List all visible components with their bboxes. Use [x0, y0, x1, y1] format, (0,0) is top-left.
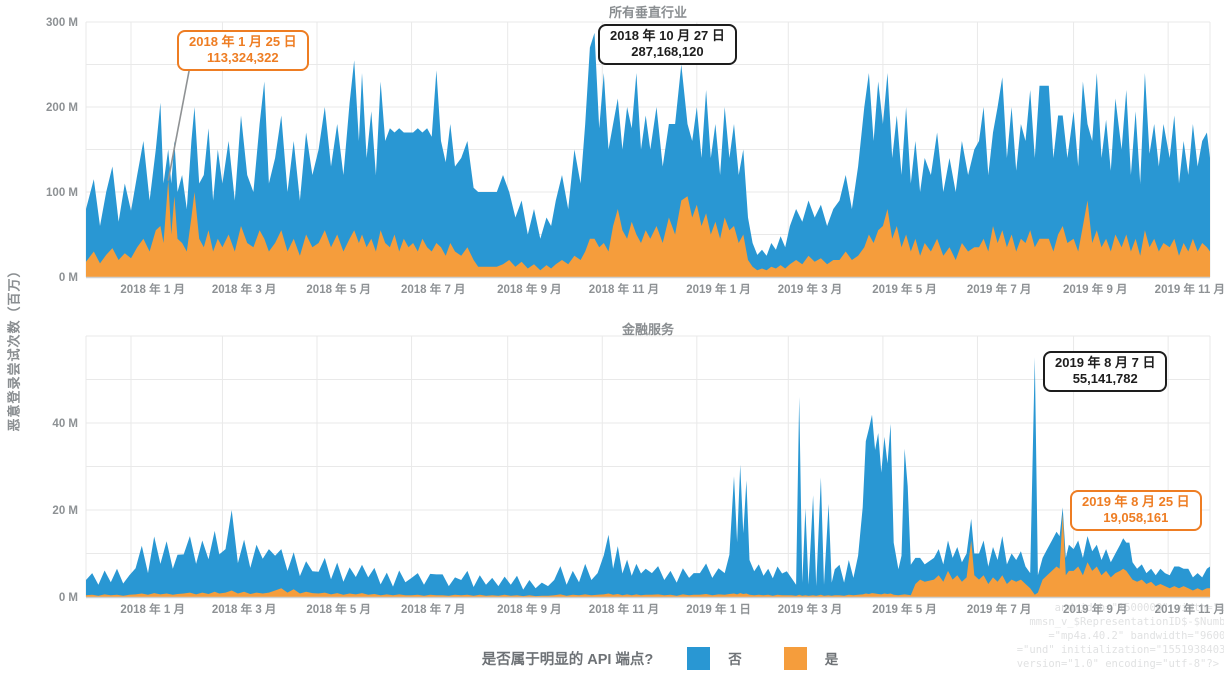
x-tick-label: 2018 年 7 月 [401, 602, 466, 616]
x-tick-label: 2019 年 7 月 [967, 602, 1032, 616]
x-tick-label: 2019 年 3 月 [778, 282, 843, 296]
legend-swatch-blue[interactable] [687, 646, 711, 670]
watermark-line: version="1.0" encoding="utf-8"?> <M [1016, 658, 1224, 670]
x-tick-label: 2018 年 5 月 [306, 602, 371, 616]
tooltip-callout-2019-08-07: 2019 年 8 月 7 日 55,141,782 [1043, 351, 1168, 392]
tooltip-value: 19,058,161 [1103, 510, 1169, 525]
tooltip-date: 2019 年 8 月 25 日 [1082, 494, 1190, 509]
x-tick-label: 2018 年 7 月 [401, 282, 466, 296]
y-tick-label: 100 M [46, 187, 78, 199]
tooltip-date: 2018 年 1 月 25 日 [189, 34, 297, 49]
area-series-api[interactable] [86, 180, 1210, 277]
x-tick-label: 2018 年 3 月 [212, 282, 277, 296]
x-tick-label: 2019 年 5 月 [872, 282, 937, 296]
x-tick-label: 2019 年 3 月 [778, 602, 843, 616]
tooltip-value: 287,168,120 [631, 44, 704, 59]
x-tick-label: 2019 年 5 月 [872, 602, 937, 616]
x-tick-label: 2019 年 11 月 [1155, 602, 1224, 616]
legend: 是否属于明显的 API 端点? 否 是 [0, 644, 1224, 672]
area-series-no-api[interactable] [86, 32, 1210, 278]
tooltip-callout-2018-10-27: 2018 年 10 月 27 日 287,168,120 [598, 24, 737, 65]
legend-label-yes: 是 [824, 652, 839, 667]
y-tick-label: 40 M [52, 418, 78, 430]
y-tick-label: 20 M [52, 505, 78, 517]
x-tick-label: 2019 年 7 月 [967, 282, 1032, 296]
legend-swatch-orange[interactable] [783, 646, 807, 670]
y-tick-label: 0 M [59, 272, 78, 284]
legend-item-yes[interactable]: 是 [783, 646, 839, 670]
tooltip-value: 113,324,322 [207, 50, 279, 65]
x-tick-label: 2019 年 11 月 [1155, 282, 1224, 296]
x-tick-label: 2018 年 11 月 [589, 602, 659, 616]
watermark-line: ="mp4a.40.2" bandwidth="96000" [1048, 630, 1224, 642]
x-tick-label: 2018 年 3 月 [212, 602, 277, 616]
x-tick-label: 2018 年 9 月 [497, 282, 562, 296]
chart-title-financial-services: 金融服务 [621, 322, 674, 337]
legend-label-no: 否 [728, 652, 742, 667]
watermark-line: mmsn_v_$RepresentationID$-$Number [1029, 616, 1224, 628]
background-watermark-text: andwidth="1500000" width="128 mmsn_v_$Re… [1017, 601, 1224, 671]
tooltip-value: 55,141,782 [1072, 371, 1138, 386]
y-tick-label: 200 M [46, 102, 78, 114]
x-tick-label: 2018 年 11 月 [589, 282, 659, 296]
legend-item-no[interactable]: 否 [687, 646, 742, 670]
watermark-line: andwidth="1500000" width="128 [1054, 602, 1224, 614]
watermark-line: ="und" initialization="1551938403/i [1016, 644, 1224, 656]
legend-question: 是否属于明显的 API 端点? [481, 651, 654, 668]
tooltip-callout-2019-08-25: 2019 年 8 月 25 日 19,058,161 [1070, 490, 1202, 531]
y-tick-label: 0 M [59, 592, 78, 604]
x-tick-label: 2019 年 9 月 [1063, 282, 1128, 296]
x-tick-label: 2019 年 1 日 [686, 602, 751, 616]
x-tick-label: 2018 年 9 月 [497, 602, 562, 616]
area-series-api[interactable] [86, 513, 1210, 597]
tooltip-date: 2019 年 8 月 7 日 [1055, 355, 1156, 370]
x-tick-label: 2019 年 1 月 [686, 282, 751, 296]
x-tick-label: 2018 年 1 月 [120, 602, 185, 616]
y-tick-label: 300 M [46, 17, 78, 29]
callout-leader-line [167, 65, 191, 181]
x-tick-label: 2019 年 9 月 [1063, 602, 1128, 616]
area-series-no-api[interactable] [86, 357, 1210, 597]
x-tick-label: 2018 年 5 月 [306, 282, 371, 296]
tooltip-callout-2018-01-25: 2018 年 1 月 25 日 113,324,322 [177, 30, 309, 71]
x-tick-label: 2018 年 1 月 [120, 282, 185, 296]
tooltip-date: 2018 年 10 月 27 日 [610, 28, 725, 43]
chart-title-all-verticals: 所有垂直行业 [608, 5, 687, 20]
